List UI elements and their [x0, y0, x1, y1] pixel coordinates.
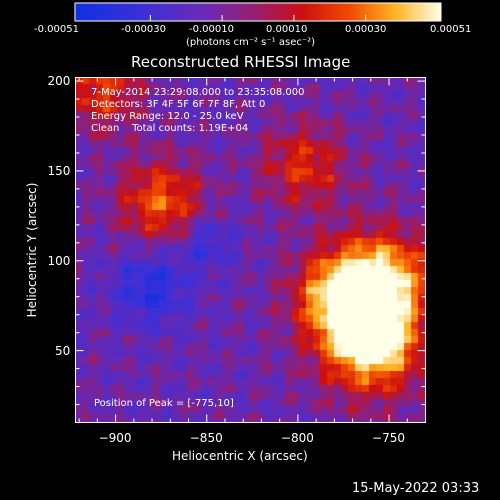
y-tick-label-3: 200 — [47, 74, 71, 89]
plot-border — [75, 77, 426, 423]
colorbar-tick-label-3: 0.00010 — [266, 24, 308, 35]
colorbar — [74, 2, 442, 22]
colorbar-tick-label-2: -0.00010 — [189, 24, 234, 35]
x-tick-label-1: −850 — [189, 431, 223, 445]
colorbar-gradient — [74, 2, 442, 22]
y-tick-label-2: 150 — [47, 163, 71, 178]
y-axis-label: Heliocentric Y (arcsec) — [25, 182, 39, 318]
colorbar-tick-label-0: -0.00051 — [34, 24, 79, 35]
x-tick-label-3: −750 — [372, 431, 405, 445]
info-time-range: 7-May-2014 23:29:08.000 to 23:35:08.000 — [91, 87, 305, 98]
info-clean-counts: Clean Total counts: 1.19E+04 — [91, 123, 249, 134]
x-axis-label: Heliocentric X (arcsec) — [172, 449, 308, 463]
colorbar-tick-label-5: 0.00051 — [430, 24, 472, 35]
image-plot: 7-May-2014 23:29:08.000 to 23:35:08.000 … — [75, 77, 426, 423]
info-energy-range: Energy Range: 12.0 - 25.0 keV — [91, 111, 244, 122]
info-detectors: Detectors: 3F 4F 5F 6F 7F 8F, Att 0 — [91, 99, 266, 110]
colorbar-tick-label-4: 0.00030 — [345, 24, 387, 35]
colorbar-unit-label: (photons cm⁻² s⁻¹ asec⁻²) — [186, 37, 316, 48]
rhessi-image — [75, 77, 426, 423]
y-tick-label-1: 100 — [47, 253, 71, 268]
y-tick-label-0: 50 — [55, 343, 71, 358]
x-tick-label-0: −900 — [98, 431, 132, 445]
peak-position-label: Position of Peak = [-775,10] — [94, 398, 234, 409]
plot-title: Reconstructed RHESSI Image — [131, 53, 351, 71]
timestamp: 15-May-2022 03:33 — [352, 481, 480, 496]
x-tick-label-2: −800 — [280, 431, 314, 445]
colorbar-tick-label-1: -0.00030 — [121, 24, 166, 35]
